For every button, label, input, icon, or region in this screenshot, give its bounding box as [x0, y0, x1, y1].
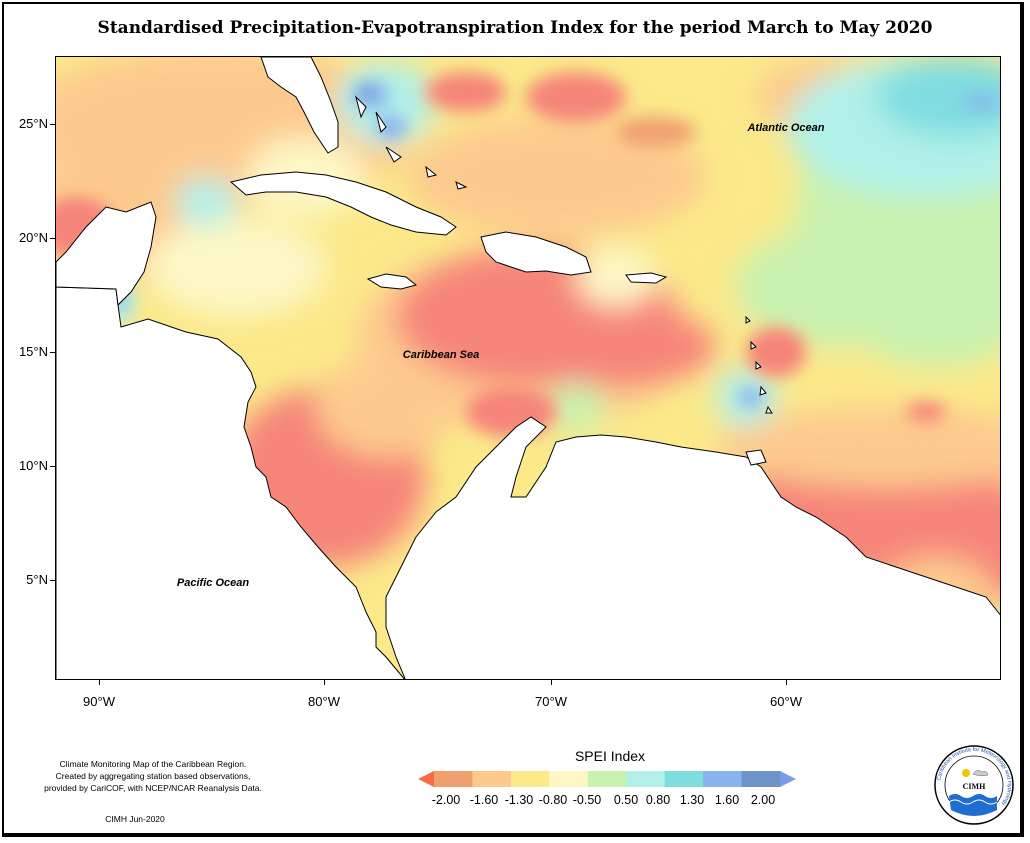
legend-title: SPEI Index — [574, 748, 646, 764]
land-no-data — [56, 57, 1000, 679]
lat-tick — [50, 238, 55, 239]
lat-tick — [50, 466, 55, 467]
legend-cell — [626, 771, 666, 787]
lat-tick — [50, 124, 55, 125]
cuba-land — [229, 171, 457, 236]
lon-tick — [786, 680, 787, 685]
lon-label-80w: 80°W — [308, 694, 340, 709]
lon-label-90w: 90°W — [83, 694, 115, 709]
legend-cell — [510, 771, 550, 787]
legend-label: 1.30 — [679, 793, 705, 807]
map-title: Standardised Precipitation-Evapotranspir… — [97, 18, 933, 38]
legend-cell — [664, 771, 704, 787]
spei-map-canvas: Atlantic Ocean Caribbean Sea Pacific Oce… — [56, 57, 1000, 679]
legend-cell — [703, 771, 743, 787]
lon-tick — [99, 680, 100, 685]
trinidad-land — [745, 449, 767, 466]
legend-label: 1.60 — [714, 793, 740, 807]
legend-cell — [549, 771, 589, 787]
yucatan-land — [56, 201, 157, 307]
credits-line: provided by CariCOF, with NCEP/NCAR Rean… — [44, 783, 262, 793]
legend-label: -0.50 — [572, 793, 602, 807]
legend-label: 0.80 — [645, 793, 671, 807]
lon-tick — [551, 680, 552, 685]
hispaniola-land — [480, 231, 592, 276]
credits-line: Climate Monitoring Map of the Caribbean … — [59, 759, 247, 769]
lesser-antilles-land — [745, 315, 773, 414]
lat-tick — [50, 580, 55, 581]
spei-map: Atlantic Ocean Caribbean Sea Pacific Oce… — [55, 56, 1001, 680]
credits-line: Created by aggregating station based obs… — [55, 771, 251, 781]
lat-label-15n: 15°N — [18, 344, 48, 359]
legend-label: -2.00 — [431, 793, 461, 807]
pacific-ocean-label: Pacific Ocean — [177, 577, 249, 589]
legend-cell — [587, 771, 627, 787]
legend-label: -0.80 — [538, 793, 568, 807]
legend-label: 2.00 — [750, 793, 776, 807]
south-america-land — [385, 416, 1000, 679]
legend-cell — [780, 771, 796, 787]
legend-cell — [741, 771, 781, 787]
caribbean-sea-label: Caribbean Sea — [403, 349, 479, 361]
legend-colorbar — [418, 771, 796, 787]
lon-tick — [324, 680, 325, 685]
lat-label-25n: 25°N — [18, 116, 48, 131]
wave-icon — [949, 794, 997, 816]
jamaica-land — [366, 273, 418, 290]
legend-label: 0.50 — [613, 793, 639, 807]
lat-label-10n: 10°N — [18, 458, 48, 473]
issue-date: CIMH Jun-2020 — [105, 814, 165, 824]
cloud-icon — [972, 770, 989, 777]
puerto-rico-land — [625, 272, 668, 284]
credits-text: Climate Monitoring Map of the Caribbean … — [28, 758, 278, 794]
legend-cell — [434, 771, 473, 787]
lon-label-60w: 60°W — [770, 694, 802, 709]
lat-tick — [50, 352, 55, 353]
cimh-logo: CIMH Caribbean Institute for Meteorology… — [934, 745, 1014, 825]
lat-label-5n: 5°N — [26, 572, 48, 587]
spei-extreme-spots — [56, 72, 999, 487]
lon-label-70w: 70°W — [535, 694, 567, 709]
legend-cell — [472, 771, 512, 787]
florida-land — [260, 57, 339, 154]
legend-label: -1.30 — [504, 793, 534, 807]
legend-label: -1.60 — [469, 793, 499, 807]
bahamas-land — [355, 95, 468, 190]
sun-icon — [962, 769, 970, 777]
logo-text: CIMH — [963, 782, 986, 791]
atlantic-ocean-label: Atlantic Ocean — [746, 122, 824, 134]
legend-cell — [418, 771, 434, 787]
central-america-land — [56, 286, 405, 679]
lat-label-20n: 20°N — [18, 230, 48, 245]
legend-labels: -2.00 -1.60 -1.30 -0.80 -0.50 0.50 0.80 … — [418, 793, 796, 809]
